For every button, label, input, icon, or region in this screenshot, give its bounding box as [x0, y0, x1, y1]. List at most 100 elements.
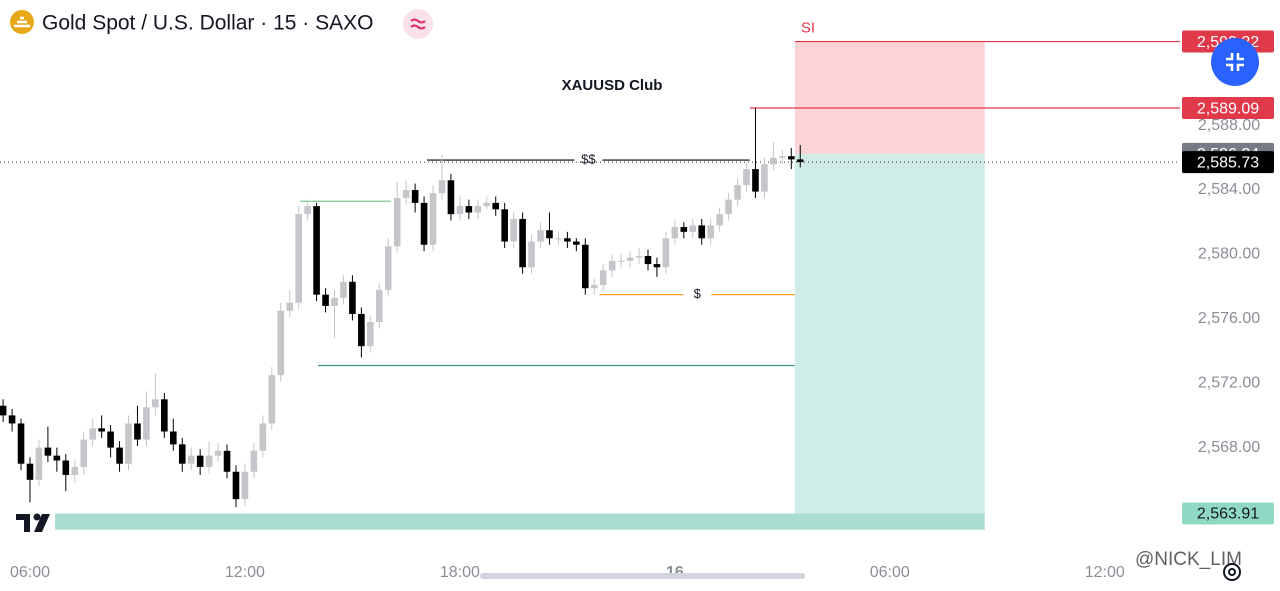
candle-body	[680, 227, 688, 232]
level-label: $$	[581, 151, 596, 166]
candle-body	[26, 463, 34, 480]
candle-body	[716, 214, 723, 226]
zone-label: SI	[801, 20, 815, 37]
candle-body	[89, 428, 96, 440]
candle-body	[555, 238, 562, 240]
candle-body	[331, 297, 338, 306]
candle-body	[178, 444, 186, 464]
candle-body	[169, 431, 177, 445]
indicator-icon	[410, 18, 426, 30]
y-tick-label: 2,576.00	[1198, 310, 1260, 327]
candle-body	[402, 189, 410, 199]
price-tag	[1182, 151, 1274, 174]
tradingview-logo	[16, 513, 50, 532]
price-tag-label: 2,563.91	[1197, 506, 1259, 523]
candle-body	[761, 164, 768, 192]
zone	[55, 513, 985, 530]
candle-body	[644, 256, 652, 265]
candle-body	[617, 260, 625, 262]
candle-body	[510, 218, 517, 242]
overlay: Gold Spot / U.S. Dollar · 15 · SAXO @NIC…	[10, 9, 1259, 581]
candle-body	[456, 206, 464, 215]
candle-body	[349, 281, 356, 314]
candle-body	[420, 202, 428, 245]
price-tag-label: 2,585.73	[1197, 154, 1259, 171]
plot-area: SI 2,568.00 2,572.00 2,576.00 2,580.00 2,584.…	[0, 20, 1274, 581]
candle-body	[474, 206, 482, 213]
candle-body	[528, 241, 535, 268]
x-tick-label: 12:00	[225, 564, 265, 581]
candle-body	[340, 281, 347, 298]
candle-body	[161, 399, 168, 432]
y-tick-label: 2,584.00	[1198, 181, 1260, 198]
candle-body	[143, 407, 150, 440]
x-tick-label: 12:00	[1085, 564, 1125, 581]
candle-body	[205, 455, 213, 467]
candle-body	[743, 169, 750, 186]
collapse-icon	[1226, 53, 1244, 71]
candle-body	[44, 447, 52, 456]
candle-body	[107, 431, 114, 448]
candle-body	[268, 375, 276, 424]
candle-body	[277, 310, 285, 376]
candle-body	[573, 241, 580, 245]
x-tick-label: 06:00	[870, 564, 910, 581]
candle-body	[671, 227, 679, 239]
candle-body	[367, 322, 374, 347]
candle-body	[438, 180, 446, 194]
scrollbar[interactable]	[480, 573, 805, 579]
candle-body	[214, 450, 222, 456]
candle-body	[53, 455, 61, 461]
y-tick-label: 2,568.00	[1198, 439, 1260, 456]
candle-body	[196, 455, 204, 467]
settings-icon[interactable]	[1223, 563, 1241, 581]
y-tick-label: 2,580.00	[1198, 246, 1260, 263]
candle-body	[187, 455, 195, 464]
candle-body	[134, 423, 141, 440]
y-tick-label: 2,588.00	[1198, 117, 1260, 134]
candle-body	[250, 450, 258, 472]
x-tick-label: 18:00	[440, 564, 480, 581]
candle-body	[770, 157, 777, 165]
candle-body	[358, 313, 365, 347]
candle-body	[779, 156, 786, 158]
candle-body	[599, 270, 607, 285]
candle-body	[411, 189, 419, 203]
candle-body	[116, 447, 123, 464]
logo-part	[34, 514, 50, 532]
candle-body	[653, 264, 661, 268]
candle-body	[725, 199, 732, 215]
candle-body	[707, 225, 714, 239]
candle-body	[384, 246, 392, 290]
candle-body	[546, 230, 553, 239]
logo-part	[33, 513, 41, 521]
y-tick-label: 2,572.00	[1198, 374, 1260, 391]
symbol-logo-icon	[14, 16, 30, 28]
candle-body	[71, 466, 79, 475]
candle-body	[62, 460, 70, 475]
candle-body	[259, 423, 267, 451]
candle-body	[152, 399, 159, 408]
collapse-button[interactable]	[1211, 38, 1259, 86]
candle-body	[564, 238, 571, 242]
candle-body	[80, 439, 88, 467]
zone	[794, 153, 985, 514]
indicator-button[interactable]	[403, 9, 433, 39]
x-tick-label: 06:00	[10, 564, 50, 581]
candle-body	[313, 206, 320, 295]
candle-body	[590, 284, 598, 289]
level-label: $	[694, 286, 702, 301]
candle-body	[796, 159, 804, 163]
chart-title: XAUUSD Club	[562, 77, 663, 94]
candle-body	[8, 415, 16, 424]
header-title: Gold Spot / U.S. Dollar · 15 · SAXO	[42, 12, 373, 35]
candle-body	[304, 206, 311, 215]
candle-body	[787, 156, 795, 160]
candle-body	[698, 225, 706, 239]
candle-body	[429, 193, 437, 245]
candle-body	[35, 447, 43, 480]
candle-body	[581, 244, 589, 289]
candle-body	[322, 294, 329, 306]
